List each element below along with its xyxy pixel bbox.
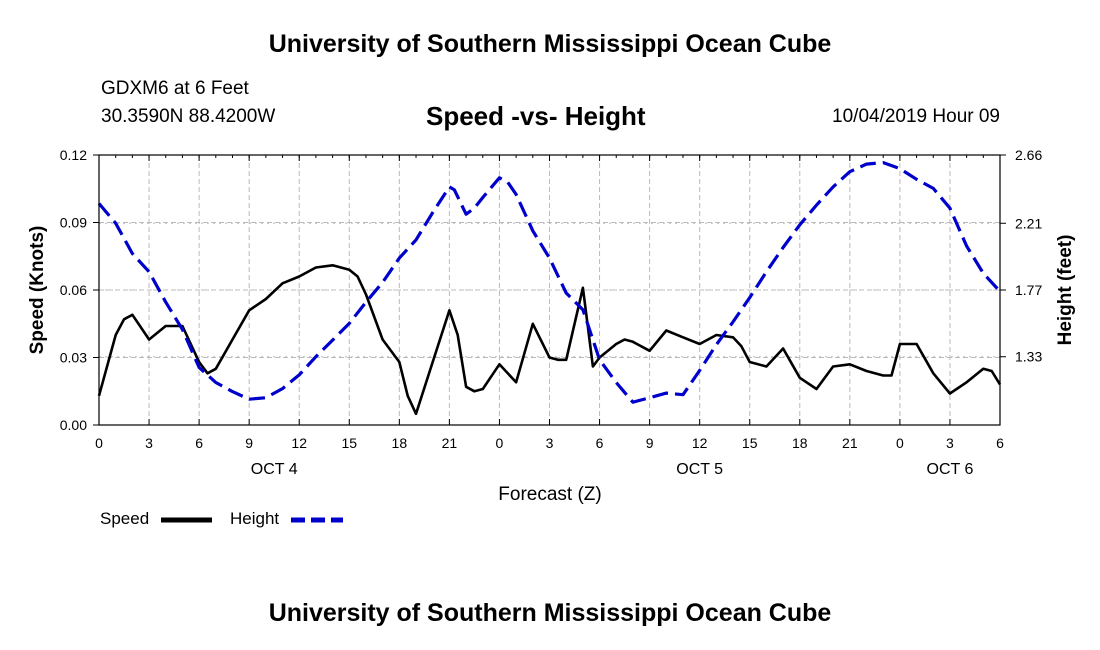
y-tick-label: 0.09 xyxy=(60,215,87,231)
y-tick-label: 0.00 xyxy=(60,417,87,433)
x-tick-label: 9 xyxy=(646,435,654,451)
chart-subtitle: Speed -vs- Height xyxy=(426,101,646,131)
x-tick-label: 9 xyxy=(245,435,253,451)
y-tick-label: 0.03 xyxy=(60,350,87,366)
x-tick-label: 15 xyxy=(742,435,758,451)
y2-axis-label: Height (feet) xyxy=(1055,235,1076,346)
x-tick-label: 6 xyxy=(996,435,1004,451)
x-tick-label: 6 xyxy=(596,435,604,451)
x-tick-label: 12 xyxy=(692,435,708,451)
date-label: OCT 6 xyxy=(927,461,974,478)
legend-height-label: Height xyxy=(230,509,280,528)
station-label: GDXM6 at 6 Feet xyxy=(101,78,249,99)
grid xyxy=(99,155,1000,425)
x-tick-label: 3 xyxy=(546,435,554,451)
chart-title-bottom: University of Southern Mississippi Ocean… xyxy=(268,599,832,627)
y2-tick-label: 1.77 xyxy=(1015,282,1042,298)
x-tick-label: 6 xyxy=(195,435,203,451)
series-layer xyxy=(97,161,1002,416)
x-axis-label: Forecast (Z) xyxy=(498,484,601,505)
date-label: OCT 5 xyxy=(676,461,723,478)
x-tick-label: 15 xyxy=(341,435,357,451)
x-tick-label: 18 xyxy=(792,435,808,451)
x-tick-label: 21 xyxy=(442,435,458,451)
chart-title-top: University of Southern Mississippi Ocean… xyxy=(268,30,832,58)
axes: 0 3 6 9 12 15 18 21 0 3 6 9 12 15 18 21 0 3 6 OCT 4 OCT 5 OCT… xyxy=(60,147,1043,478)
x-tick-label: 3 xyxy=(946,435,954,451)
series-height-line xyxy=(97,161,1002,404)
x-tick-label: 0 xyxy=(95,435,103,451)
forecast-datetime: 10/04/2019 Hour 09 xyxy=(832,106,1000,127)
x-tick-label: 0 xyxy=(896,435,904,451)
y2-tick-label: 2.66 xyxy=(1015,147,1042,163)
y-tick-label: 0.12 xyxy=(60,147,87,163)
x-tick-label: 3 xyxy=(145,435,153,451)
coordinates-label: 30.3590N 88.4200W xyxy=(101,106,276,127)
date-label: OCT 4 xyxy=(251,461,298,478)
x-tick-label: 21 xyxy=(842,435,858,451)
y-tick-label: 0.06 xyxy=(60,282,87,298)
y-axis-label: Speed (Knots) xyxy=(27,226,48,355)
x-tick-label: 18 xyxy=(392,435,408,451)
x-tick-label: 0 xyxy=(496,435,504,451)
y2-tick-label: 1.33 xyxy=(1015,349,1042,365)
plot-frame xyxy=(98,154,1001,426)
series-speed-line xyxy=(97,263,1002,416)
legend-speed-label: Speed xyxy=(100,509,150,528)
x-tick-label: 12 xyxy=(291,435,307,451)
y2-tick-label: 2.21 xyxy=(1015,215,1042,231)
